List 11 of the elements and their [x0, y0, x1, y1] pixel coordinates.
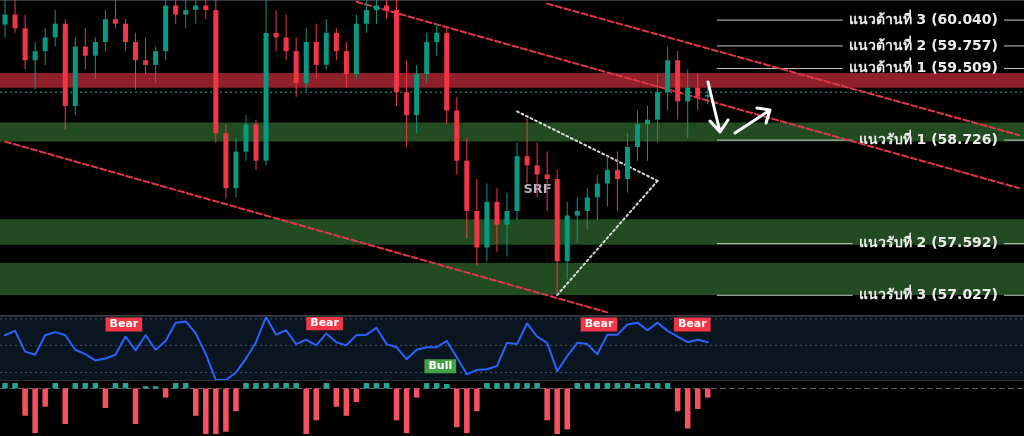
ref-line-label: แนวรับที่ 3 (57.027) [858, 283, 998, 302]
ref-line-label: แนวรับที่ 2 (57.592) [858, 232, 998, 251]
annotation: Bear [109, 317, 139, 331]
ref-line-label: แนวต้านที่ 1 (59.509) [848, 57, 998, 76]
annotation: Bear [310, 316, 340, 330]
ref-line-label: แนวรับที่ 1 (58.726) [858, 128, 998, 147]
ref-line-label: แนวต้านที่ 2 (59.757) [848, 34, 998, 53]
annotation: Bear [584, 317, 614, 331]
annotation: Bear [677, 317, 708, 331]
ref-line-label: แนวต้านที่ 3 (60.040) [848, 8, 998, 27]
annotation: Bull [428, 359, 453, 372]
